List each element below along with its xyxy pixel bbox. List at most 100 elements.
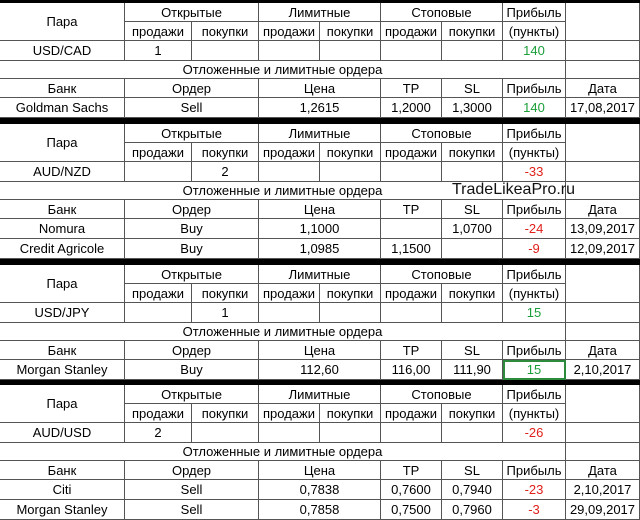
pair-header: Пара <box>0 385 125 423</box>
profit-header: Прибыль <box>503 385 566 404</box>
order-bank: Morgan Stanley <box>0 500 125 520</box>
order-price: 0,7838 <box>259 480 381 500</box>
pair-header: Пара <box>0 265 125 303</box>
tp-header: TP <box>381 200 442 219</box>
empty-cell <box>566 3 640 41</box>
buy-header: покупки <box>192 143 259 162</box>
profit-header: Прибыль <box>503 3 566 22</box>
order-header: Ордер <box>125 461 259 480</box>
price-header: Цена <box>259 341 381 360</box>
order-price: 1,2615 <box>259 98 381 118</box>
open-sell: 2 <box>125 423 192 443</box>
limit-header: Лимитные <box>259 265 381 284</box>
tp-header: TP <box>381 461 442 480</box>
sell-header: продажи <box>381 284 442 303</box>
order-sl: 1,3000 <box>442 98 503 118</box>
order-profit: -24 <box>503 219 566 239</box>
order-price: 0,7858 <box>259 500 381 520</box>
stop-header: Стоповые <box>381 385 503 404</box>
order-price: 1,0985 <box>259 239 381 259</box>
buy-header: покупки <box>320 22 381 41</box>
empty-cell <box>566 323 640 341</box>
empty-cell <box>381 303 442 323</box>
profit-header: Прибыль <box>503 124 566 143</box>
sell-header: продажи <box>381 143 442 162</box>
empty-cell <box>566 162 640 182</box>
pending-title: Отложенные и лимитные ордера <box>0 443 566 461</box>
pair-profit: 15 <box>503 303 566 323</box>
sell-header: продажи <box>125 404 192 423</box>
points-header: (пункты) <box>503 404 566 423</box>
buy-header: покупки <box>320 404 381 423</box>
empty-cell <box>259 423 320 443</box>
pair-header: Пара <box>0 124 125 162</box>
order-bank: Credit Agricole <box>0 239 125 259</box>
empty-cell <box>566 265 640 303</box>
date-header: Дата <box>566 79 640 98</box>
buy-header: покупки <box>192 404 259 423</box>
stop-header: Стоповые <box>381 124 503 143</box>
order-price: 112,60 <box>259 360 381 380</box>
order-bank: Citi <box>0 480 125 500</box>
sell-header: продажи <box>125 22 192 41</box>
date-header: Дата <box>566 461 640 480</box>
pair-profit: -33 <box>503 162 566 182</box>
empty-cell <box>566 61 640 79</box>
buy-header: покупки <box>320 284 381 303</box>
sell-header: продажи <box>259 404 320 423</box>
order-tp: 1,1500 <box>381 239 442 259</box>
order-date: 2,10,2017 <box>566 360 640 380</box>
pending-title: Отложенные и лимитные ордера <box>0 61 566 79</box>
empty-cell <box>259 303 320 323</box>
empty-cell <box>381 41 442 61</box>
sell-header: продажи <box>125 284 192 303</box>
empty-cell <box>442 423 503 443</box>
points-header: (пункты) <box>503 22 566 41</box>
watermark: TradeLikeaPro.ru <box>452 181 576 198</box>
pair-header: Пара <box>0 3 125 41</box>
profit-header: Прибыль <box>503 461 566 480</box>
buy-header: покупки <box>442 143 503 162</box>
order-order: Buy <box>125 219 259 239</box>
empty-cell <box>566 124 640 162</box>
order-order: Sell <box>125 98 259 118</box>
open-header: Открытые <box>125 385 259 404</box>
profit-header: Прибыль <box>503 265 566 284</box>
sell-header: продажи <box>259 143 320 162</box>
sl-header: SL <box>442 461 503 480</box>
empty-cell <box>381 423 442 443</box>
sell-header: продажи <box>125 143 192 162</box>
order-date: 17,08,2017 <box>566 98 640 118</box>
empty-cell <box>320 423 381 443</box>
order-order: Buy <box>125 239 259 259</box>
sl-header: SL <box>442 200 503 219</box>
bank-header: Банк <box>0 200 125 219</box>
empty-cell <box>566 443 640 461</box>
price-header: Цена <box>259 200 381 219</box>
empty-cell <box>259 162 320 182</box>
limit-header: Лимитные <box>259 124 381 143</box>
order-profit: -3 <box>503 500 566 520</box>
limit-header: Лимитные <box>259 3 381 22</box>
open-sell: 1 <box>125 41 192 61</box>
profit-header: Прибыль <box>503 79 566 98</box>
order-tp <box>381 219 442 239</box>
order-date: 29,09,2017 <box>566 500 640 520</box>
order-date: 12,09,2017 <box>566 239 640 259</box>
empty-cell <box>566 423 640 443</box>
open-header: Открытые <box>125 124 259 143</box>
empty-cell <box>320 41 381 61</box>
sl-header: SL <box>442 341 503 360</box>
order-tp: 1,2000 <box>381 98 442 118</box>
order-tp: 116,00 <box>381 360 442 380</box>
date-header: Дата <box>566 200 640 219</box>
points-header: (пункты) <box>503 284 566 303</box>
open-sell <box>125 162 192 182</box>
pair-name: AUD/NZD <box>0 162 125 182</box>
stop-header: Стоповые <box>381 3 503 22</box>
order-profit: -23 <box>503 480 566 500</box>
bank-header: Банк <box>0 79 125 98</box>
open-header: Открытые <box>125 3 259 22</box>
date-header: Дата <box>566 341 640 360</box>
order-price: 1,1000 <box>259 219 381 239</box>
